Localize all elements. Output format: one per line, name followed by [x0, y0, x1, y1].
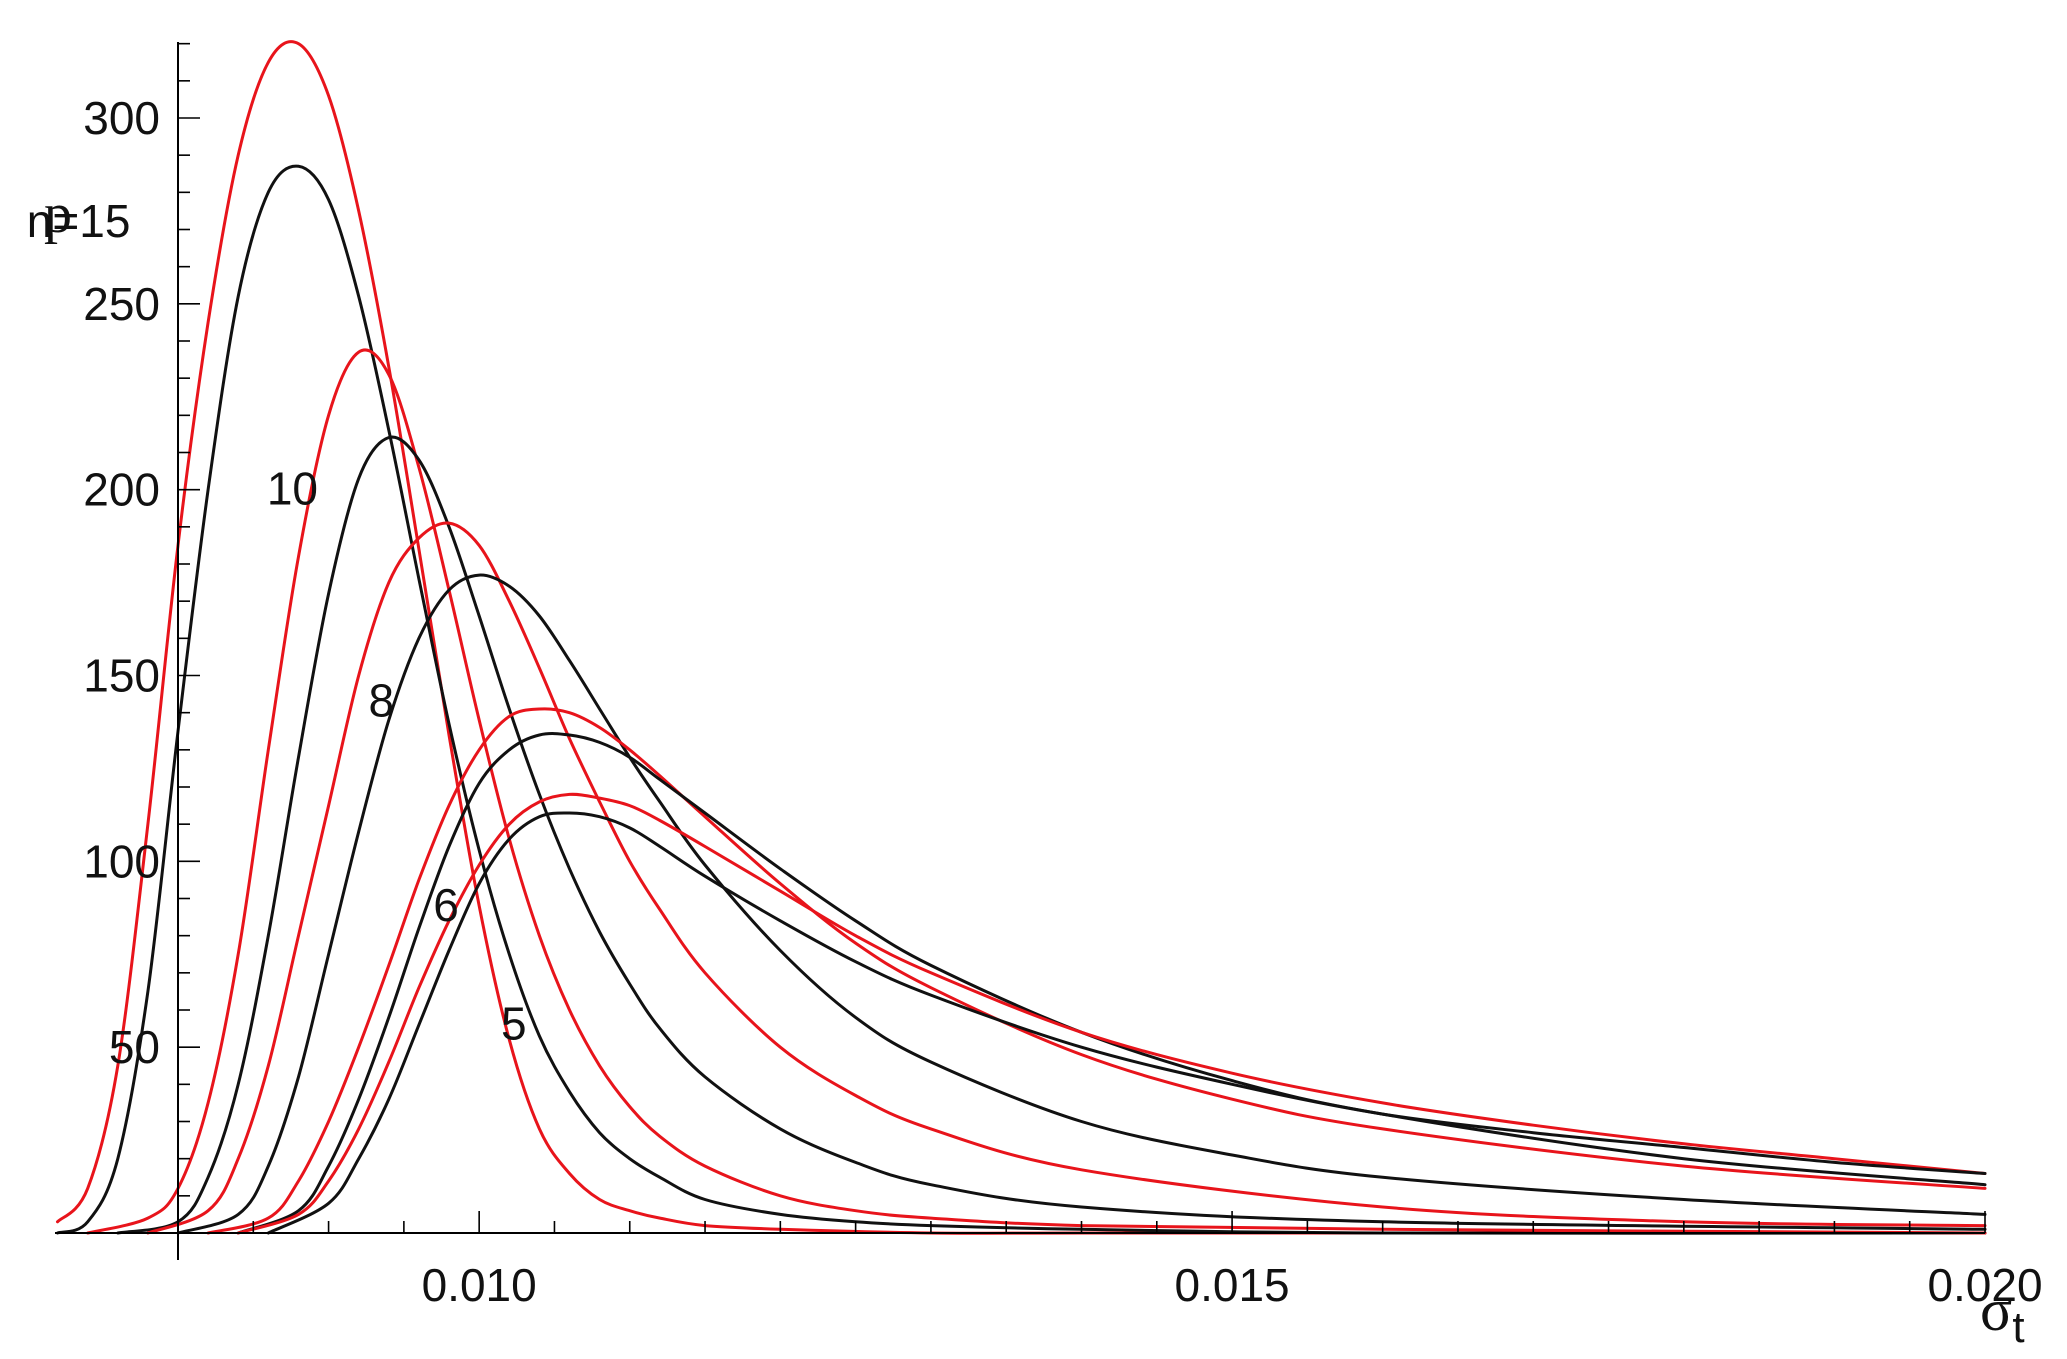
y-tick-label: 50	[109, 1021, 160, 1073]
y-ticks	[178, 42, 200, 1197]
x-axis-title-symbol: σ	[1980, 1277, 2012, 1343]
series-line-n5-black	[266, 811, 1987, 1235]
series-line-n6-red	[206, 707, 1987, 1235]
y-tick-label: 150	[83, 650, 160, 702]
series-line-n15-black	[56, 164, 1987, 1235]
x-tick-label: 0.020	[1927, 1259, 2042, 1311]
x-tick-label: 0.010	[422, 1259, 537, 1311]
tick-labels: 0.010 0.015 0.020 50 100 150 200 250 300	[83, 92, 2042, 1311]
y-tick-label: 300	[83, 92, 160, 144]
series-line-n8-red	[146, 521, 1987, 1235]
curve-label: 10	[267, 463, 318, 515]
series-line-n10-black	[116, 435, 1987, 1235]
y-axis-title: p	[44, 183, 72, 245]
curves-layer	[56, 40, 1987, 1235]
x-ticks	[177, 1211, 1986, 1233]
series-line-n8-black	[176, 573, 1987, 1235]
x-tick-label: 0.015	[1175, 1259, 1290, 1311]
y-tick-label: 250	[83, 278, 160, 330]
curve-labels: n=15 10 8 6 5	[27, 195, 527, 1050]
x-axis-title-subscript: t	[2012, 1303, 2024, 1352]
x-axis-title: σt	[1980, 1277, 2025, 1352]
axes-layer	[55, 42, 1986, 1260]
curve-label: 6	[433, 879, 459, 931]
curve-label: 5	[501, 998, 527, 1050]
y-tick-label: 100	[83, 835, 160, 887]
series-line-n10-red	[86, 348, 1987, 1235]
curve-label: 8	[368, 674, 394, 726]
series-line-n5-red	[236, 792, 1987, 1235]
y-tick-label: 200	[83, 464, 160, 516]
curve-label: n=15	[27, 195, 131, 247]
series-line-n15-red	[56, 40, 1987, 1235]
